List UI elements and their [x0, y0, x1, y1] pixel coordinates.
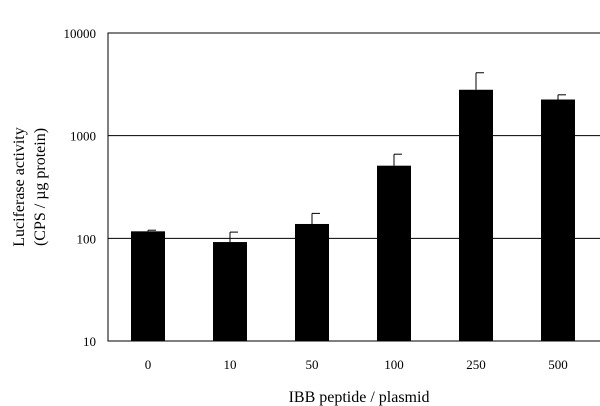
bar-10 — [213, 242, 247, 341]
y-tick-label: 100 — [77, 231, 97, 246]
x-tick-label: 500 — [548, 357, 568, 372]
bar-0 — [131, 231, 165, 341]
y-axis-title-line-1: Luciferase activity — [11, 127, 28, 247]
x-tick-label: 250 — [466, 357, 486, 372]
plot-area-frame — [107, 32, 600, 342]
error-bar-10 — [229, 231, 238, 243]
x-tick-label: 0 — [145, 357, 152, 372]
bars — [131, 72, 575, 341]
x-tick-label: 50 — [306, 357, 319, 372]
y-tick-label: 10 — [83, 334, 96, 349]
gridlines — [108, 135, 600, 239]
y-axis-title-line-2: (CPS / µg protein) — [32, 128, 49, 246]
bar-100 — [377, 165, 411, 341]
y-tick-label: 10000 — [64, 26, 97, 41]
error-bar-50 — [311, 212, 320, 224]
error-bar-0 — [147, 229, 156, 232]
y-axis-tick-labels: 10000 1000 100 10 — [64, 26, 97, 349]
error-bar-100 — [393, 153, 402, 166]
y-tick-label: 1000 — [70, 129, 96, 144]
error-bar-250 — [475, 72, 484, 90]
bar-50 — [295, 223, 329, 341]
bar-250 — [459, 89, 493, 341]
x-axis-tick-labels: 0 10 50 100 250 500 — [145, 357, 568, 372]
x-tick-label: 100 — [384, 357, 404, 372]
error-bar-500 — [557, 94, 566, 100]
x-axis-title: IBB peptide / plasmid — [289, 389, 430, 406]
x-tick-label: 10 — [224, 357, 237, 372]
bar-500 — [541, 99, 575, 341]
